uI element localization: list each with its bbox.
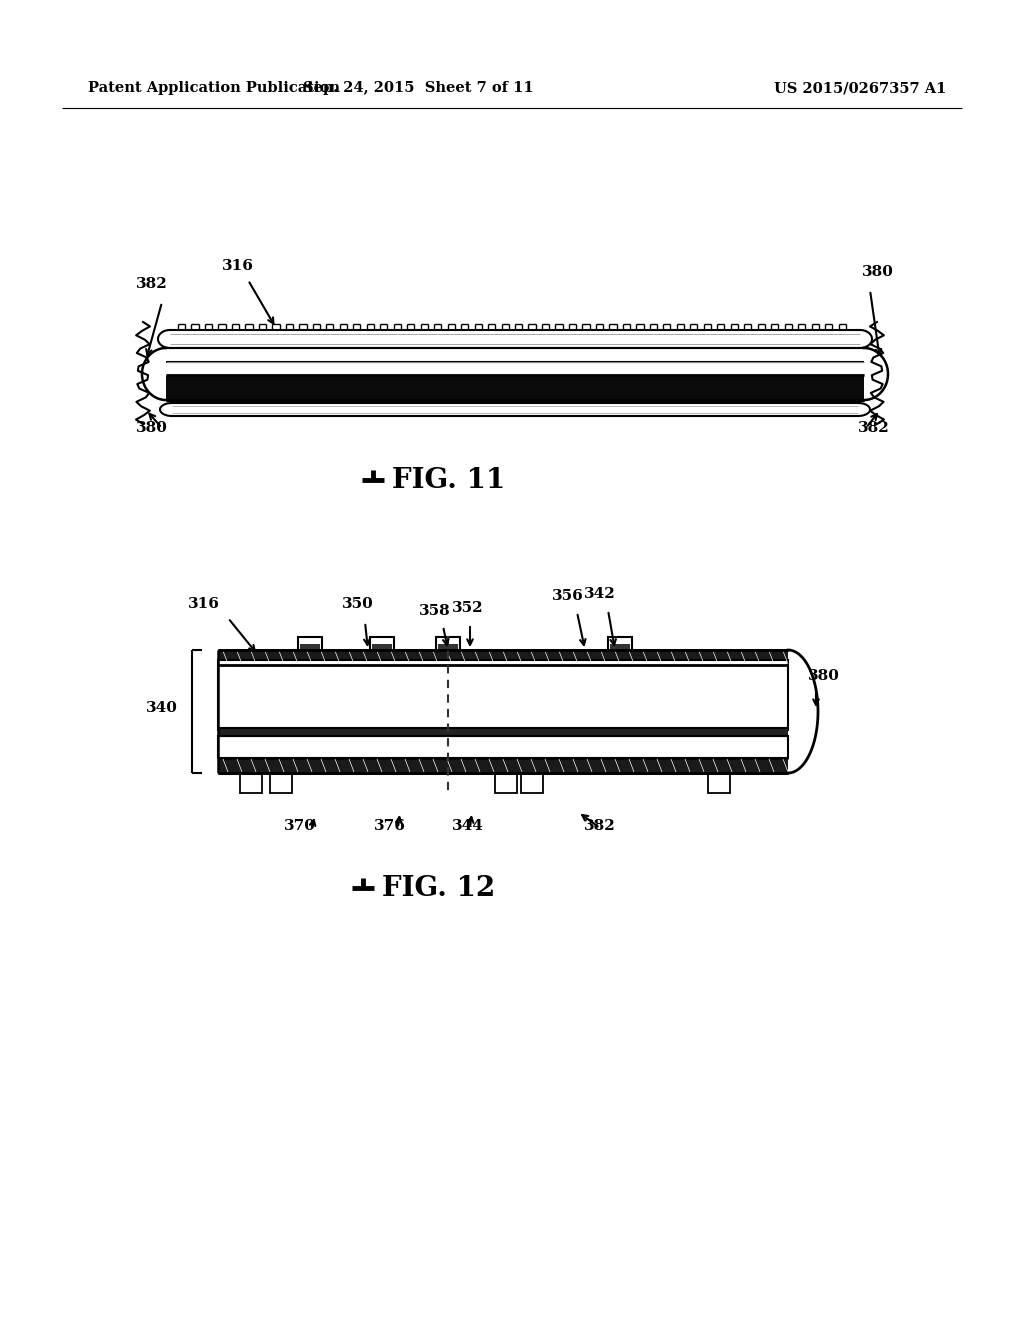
Bar [495,774,517,793]
Bar [608,638,632,651]
Bar [521,774,543,793]
Text: Patent Application Publication: Patent Application Publication [88,81,340,95]
Text: 380: 380 [808,669,840,682]
Text: 370: 370 [284,818,316,833]
Bar [300,644,319,651]
Text: 342: 342 [584,587,615,601]
Bar [708,774,730,793]
Text: Sep. 24, 2015  Sheet 7 of 11: Sep. 24, 2015 Sheet 7 of 11 [303,81,534,95]
Bar [218,737,788,758]
Text: 316: 316 [188,597,220,611]
Bar [218,649,788,665]
Text: 356: 356 [552,589,584,603]
Text: 380: 380 [862,265,894,279]
Bar [372,644,392,651]
Bar [298,638,322,651]
Text: 358: 358 [419,605,451,618]
Text: FIG. 11: FIG. 11 [392,466,505,494]
Text: 316: 316 [222,259,254,273]
Text: 380: 380 [136,421,168,436]
Bar [436,638,460,651]
Text: 382: 382 [136,277,168,290]
Text: 350: 350 [342,597,374,611]
Bar [438,644,458,651]
Text: 382: 382 [858,421,890,436]
Bar [370,638,394,651]
Bar [166,375,864,400]
Text: FIG. 12: FIG. 12 [382,874,496,902]
Bar [270,774,292,793]
Text: 382: 382 [584,818,615,833]
Text: US 2015/0267357 A1: US 2015/0267357 A1 [774,81,946,95]
Bar [240,774,262,793]
Bar [218,660,788,730]
Text: 376: 376 [374,818,406,833]
Bar [218,729,788,737]
Text: 344: 344 [452,818,484,833]
Text: 340: 340 [146,701,178,715]
Text: 352: 352 [453,601,483,615]
Bar [610,644,630,651]
Bar [218,758,788,774]
